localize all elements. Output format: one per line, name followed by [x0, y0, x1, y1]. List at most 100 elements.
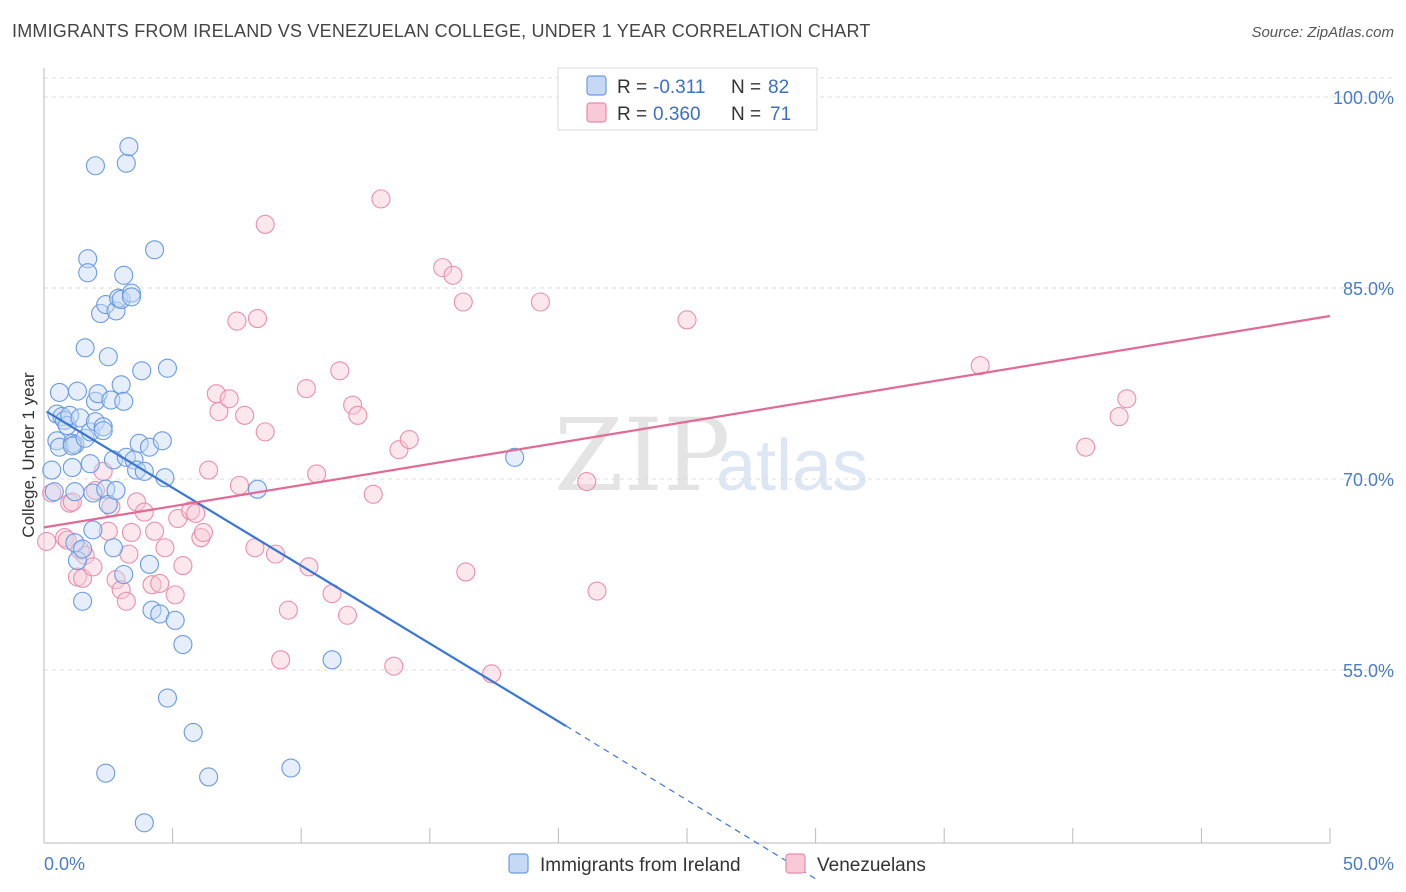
ireland-point	[44, 482, 64, 502]
venezuelan-point	[348, 405, 368, 425]
legend-box: R = -0.311 N = 82 R = 0.360 N = 71	[557, 67, 818, 131]
venezuelan-point	[1109, 407, 1129, 427]
ireland-point	[75, 428, 95, 448]
venezuelan-point	[307, 464, 327, 484]
ireland-point	[85, 391, 105, 411]
ireland-point	[73, 539, 93, 559]
venezuelan-point	[209, 401, 229, 422]
venezuelan-point	[219, 389, 239, 409]
ireland-point	[62, 457, 82, 478]
ireland-point	[98, 347, 118, 367]
ireland-point	[75, 338, 95, 358]
ireland-trend-line	[46, 410, 567, 727]
legend-n-label-1: N =	[731, 77, 761, 98]
ireland-point	[70, 408, 90, 428]
ireland-point	[322, 650, 342, 670]
ireland-point	[103, 538, 123, 558]
ireland-point	[106, 301, 126, 321]
ireland-point	[152, 431, 172, 451]
venezuelan-point	[296, 379, 316, 399]
x-axis-ticks	[43, 828, 1331, 843]
ireland-point	[85, 156, 105, 176]
legend-r-value-1: -0.311	[653, 77, 705, 98]
y-tick-labels: 100.0% 85.0% 70.0% 55.0%	[1333, 88, 1394, 681]
ireland-point	[247, 479, 268, 499]
venezuelan-point	[181, 501, 201, 521]
venezuelan-point	[193, 522, 214, 543]
trend-lines	[43, 314, 1331, 880]
venezuelan-point	[337, 605, 358, 625]
y-tick-label: 100.0%	[1333, 88, 1394, 108]
venezuelan-point	[255, 422, 275, 442]
venezuelan-point	[150, 573, 170, 593]
ireland-point	[114, 391, 134, 411]
ireland-point	[129, 433, 149, 453]
ireland-point	[199, 767, 219, 787]
watermark-zip: ZIP	[554, 397, 730, 514]
venezuelan-point	[530, 292, 550, 312]
venezuelan-point	[343, 395, 363, 415]
ireland-point	[132, 361, 152, 381]
venezuelan-point	[363, 484, 383, 504]
venezuelan-point	[235, 405, 255, 425]
venezuelan-point	[165, 585, 185, 605]
ireland-point	[505, 447, 525, 467]
x-tick-label-min: 0.0%	[44, 854, 85, 874]
venezuelan-point	[229, 475, 250, 495]
ireland-point	[67, 381, 87, 401]
venezuelan-point	[970, 356, 990, 376]
venezuelan-point	[577, 471, 597, 492]
ireland-trend-extension	[565, 725, 816, 880]
venezuelan-point	[278, 600, 298, 620]
legend-n-value-1: 82	[768, 77, 789, 98]
venezuelan-point	[191, 528, 211, 548]
venezuelan-point	[227, 311, 247, 331]
legend-n-value-2: 71	[770, 104, 791, 125]
venezuelan-point	[330, 361, 350, 381]
ireland-point	[83, 520, 103, 540]
venezuelans-trend-line	[43, 314, 1331, 529]
bottom-legend: Immigrants from Ireland Venezuelans	[508, 853, 926, 876]
venezuelan-point	[121, 522, 141, 543]
legend-swatch-ireland	[586, 75, 607, 96]
venezuelan-point	[453, 292, 473, 312]
ireland-point	[106, 480, 126, 501]
ireland-point	[157, 358, 178, 378]
ireland-point	[96, 763, 116, 783]
venezuelan-point	[389, 440, 409, 460]
ireland-point	[42, 460, 62, 480]
venezuelan-point	[587, 581, 607, 601]
ireland-point	[116, 153, 136, 173]
chart-title: IMMIGRANTS FROM IRELAND VS VENEZUELAN CO…	[12, 21, 871, 41]
venezuelan-point	[433, 258, 453, 278]
legend-r-value-2: 0.360	[653, 104, 701, 125]
venezuelan-point	[255, 214, 275, 234]
ireland-point	[114, 564, 134, 585]
ireland-point	[91, 303, 111, 324]
venezuelan-point	[456, 562, 476, 582]
ireland-point	[139, 554, 160, 574]
venezuelan-point	[265, 544, 286, 564]
venezuelan-point	[677, 310, 697, 330]
venezuelan-point	[299, 557, 319, 577]
venezuelan-point	[399, 429, 419, 450]
watermark-atlas: atlas	[716, 426, 868, 506]
series-venezuelans-points	[37, 189, 1137, 684]
venezuelan-point	[55, 528, 75, 548]
legend-swatch-venezuelans	[586, 102, 607, 123]
venezuelan-point	[116, 591, 136, 611]
ireland-point	[121, 287, 141, 307]
venezuelan-point	[57, 530, 77, 550]
venezuelan-point	[371, 189, 391, 209]
venezuelan-point	[443, 265, 463, 285]
ireland-point	[78, 249, 98, 269]
bottom-legend-label-venezuelans: Venezuelans	[817, 855, 926, 876]
ireland-point	[183, 722, 203, 742]
y-tick-label: 85.0%	[1343, 279, 1394, 299]
ireland-point	[111, 375, 131, 395]
bottom-legend-swatch-venezuelans	[785, 853, 806, 874]
venezuelan-point	[1076, 437, 1096, 457]
ireland-point	[80, 454, 100, 474]
ireland-point	[96, 479, 116, 499]
